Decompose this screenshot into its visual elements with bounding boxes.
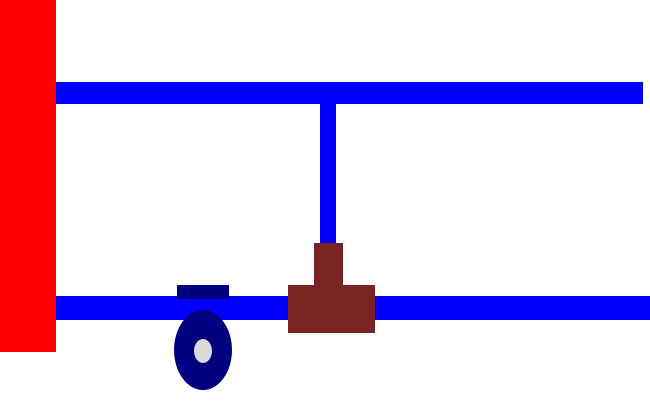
wall — [0, 0, 56, 352]
upper-pipe — [56, 82, 643, 104]
valve-hole — [194, 339, 212, 363]
tee-fitting — [288, 243, 375, 333]
valve-fixture — [174, 285, 232, 390]
vertical-pipe — [320, 104, 336, 246]
tee-fitting-body — [288, 285, 375, 333]
valve-bracket — [177, 285, 229, 299]
tee-fitting-stem — [314, 243, 343, 288]
